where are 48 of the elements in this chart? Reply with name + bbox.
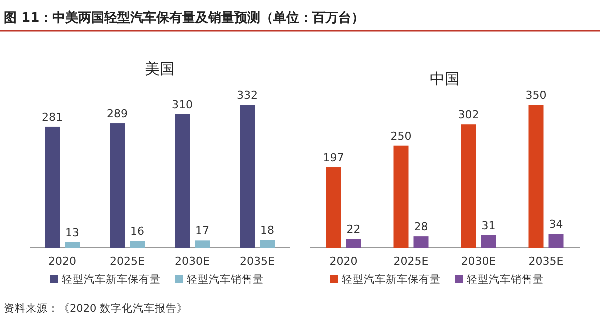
- x-tick-label: 2025E: [110, 255, 146, 268]
- bar: [45, 126, 60, 248]
- data-label: 250: [390, 130, 412, 143]
- bar: [130, 241, 145, 248]
- bar: [195, 240, 210, 248]
- chart-title: 中国: [430, 70, 460, 88]
- data-label: 28: [414, 220, 428, 234]
- bar: [240, 105, 255, 248]
- bar: [260, 240, 275, 248]
- data-label: 34: [549, 218, 564, 232]
- x-tick-label: 2020: [48, 255, 76, 268]
- data-label: 31: [482, 219, 496, 232]
- data-label: 310: [172, 98, 193, 112]
- x-tick-label: 2035E: [528, 255, 564, 268]
- data-label: 302: [458, 108, 480, 122]
- bar: [175, 114, 190, 248]
- chart-title: 美国: [145, 60, 175, 78]
- bar: [414, 236, 429, 248]
- data-label: 22: [346, 223, 361, 236]
- bar: [461, 124, 476, 248]
- x-tick-label: 2030E: [175, 255, 210, 268]
- data-label: 289: [107, 108, 128, 121]
- bar: [394, 146, 409, 248]
- data-label: 332: [237, 89, 258, 102]
- bar: [110, 124, 125, 248]
- data-label: 16: [130, 225, 144, 238]
- x-tick-label: 2035E: [240, 255, 276, 268]
- x-tick-label: 2025E: [394, 255, 429, 268]
- legend-label: 轻型汽车销售量: [467, 273, 544, 286]
- data-label: 197: [323, 152, 344, 165]
- data-label: 17: [196, 224, 210, 238]
- data-label: 18: [260, 224, 274, 238]
- x-tick-label: 2020: [330, 255, 358, 268]
- bar: [65, 242, 80, 248]
- data-label: 350: [526, 89, 547, 102]
- bar: [326, 168, 342, 248]
- legend-label: 轻型汽车销售量: [187, 273, 264, 286]
- data-label: 281: [42, 110, 63, 124]
- caption: 图 11：中美两国轻型汽车保有量及销量预测（单位：百万台）: [4, 10, 365, 26]
- legend-label: 轻型汽车新车保有量: [62, 273, 161, 286]
- bar: [528, 105, 544, 248]
- bar: [548, 234, 564, 248]
- legend-label: 轻型汽车新车保有量: [342, 273, 441, 286]
- bar: [346, 239, 362, 248]
- data-label: 13: [66, 226, 80, 240]
- text: 资料来源：《2020 数字化汽车报告》: [4, 302, 188, 315]
- x-tick-label: 2030E: [461, 255, 496, 268]
- bar: [481, 235, 496, 248]
